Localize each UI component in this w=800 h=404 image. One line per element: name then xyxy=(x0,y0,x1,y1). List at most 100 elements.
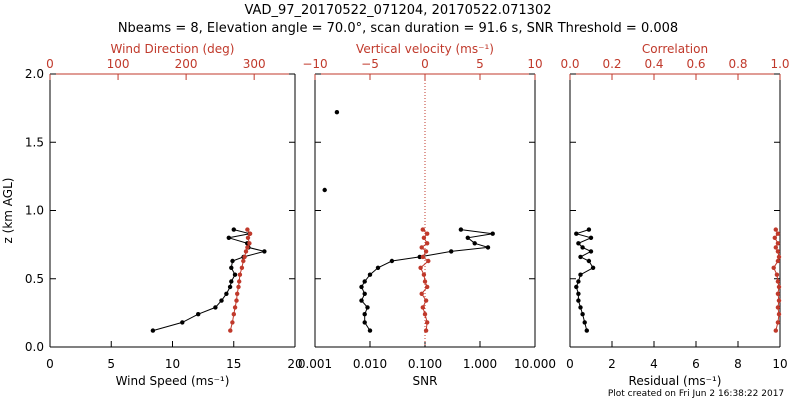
data-point xyxy=(773,227,778,232)
y-tick-label: 1.5 xyxy=(25,135,44,149)
data-point xyxy=(389,258,395,264)
figure-subtitle: Nbeams = 8, Elevation angle = 70.0°, sca… xyxy=(118,21,678,36)
x-tick-label: 10.000 xyxy=(514,357,556,371)
data-point xyxy=(418,265,423,270)
data-point xyxy=(226,235,231,240)
data-point xyxy=(150,328,156,333)
data-point xyxy=(776,312,782,317)
figure-title: VAD_97_20170522_071204, 20170522.071302 xyxy=(245,3,552,18)
x-tick-label: 0 xyxy=(566,357,574,371)
panel-2: 0.001 0.010 0.100 1.000 10.000 SNR −10 −5 0 5 10 Ve… xyxy=(298,42,556,388)
data-point xyxy=(231,312,236,317)
data-point xyxy=(425,284,430,290)
data-point xyxy=(423,328,429,333)
top-tick-label: 300 xyxy=(243,57,266,71)
data-point xyxy=(574,231,579,236)
top-tick-label: 1.0 xyxy=(770,57,789,71)
data-point xyxy=(576,241,581,246)
top-axis-label: Wind Direction (deg) xyxy=(111,42,235,56)
data-point xyxy=(425,241,430,246)
data-point xyxy=(227,284,233,290)
data-point xyxy=(776,254,782,260)
data-point xyxy=(425,320,430,325)
data-point xyxy=(375,265,381,270)
data-point xyxy=(774,272,780,277)
top-tick-label: 0.2 xyxy=(602,57,621,71)
data-point xyxy=(231,227,236,232)
data-point xyxy=(586,227,592,232)
data-point xyxy=(425,231,430,236)
x-axis-label: Wind Speed (ms⁻¹) xyxy=(116,374,230,388)
data-point xyxy=(362,291,367,296)
data-point xyxy=(245,235,251,240)
data-point xyxy=(241,258,246,264)
data-point xyxy=(247,231,253,236)
top-tick-label: 200 xyxy=(175,57,198,71)
y-axis-label: z (km AGL) xyxy=(1,178,15,244)
data-point xyxy=(230,258,235,264)
data-point xyxy=(426,258,431,264)
x-tick-label: 0.100 xyxy=(408,357,442,371)
data-point xyxy=(586,258,592,264)
data-point xyxy=(420,227,425,232)
x-tick-label: 0.001 xyxy=(298,357,332,371)
data-point xyxy=(367,328,373,333)
data-point xyxy=(580,245,585,250)
data-point xyxy=(449,249,454,254)
top-tick-label: 0.0 xyxy=(560,57,579,71)
top-tick-label: 0.6 xyxy=(686,57,705,71)
data-point xyxy=(229,265,234,270)
data-point xyxy=(242,254,247,260)
data-point xyxy=(422,312,428,317)
data-point xyxy=(421,272,427,277)
data-point xyxy=(419,291,424,296)
panel-1: 0.0 0.5 1.0 1.5 2.0 z (km AGL) 0 5 10 15 20 Wind Sp… xyxy=(1,42,303,388)
top-tick-label: −5 xyxy=(361,57,379,71)
data-point xyxy=(235,291,240,296)
data-point xyxy=(196,312,201,317)
data-point xyxy=(245,227,250,232)
data-point xyxy=(362,312,367,317)
x-tick-label: 15 xyxy=(226,357,241,371)
data-point xyxy=(362,279,367,284)
data-point xyxy=(465,235,470,240)
x-tick-label: 8 xyxy=(734,357,742,371)
y-tick-label: 1.0 xyxy=(25,204,44,218)
data-point xyxy=(421,235,427,240)
data-point xyxy=(219,298,224,303)
x-tick-label: 2 xyxy=(608,357,616,371)
data-point xyxy=(574,284,579,290)
data-point xyxy=(485,245,491,250)
data-point xyxy=(578,272,583,277)
data-point xyxy=(213,305,218,310)
data-point xyxy=(773,328,778,333)
top-tick-label: 5 xyxy=(476,57,484,71)
data-point xyxy=(588,249,594,254)
series-line xyxy=(152,229,265,332)
data-point xyxy=(580,312,585,317)
top-tick-label: 10 xyxy=(527,57,542,71)
data-point xyxy=(419,245,424,250)
data-point xyxy=(243,249,249,254)
data-point xyxy=(420,254,425,260)
data-point xyxy=(422,279,428,284)
data-point xyxy=(420,305,425,310)
data-point xyxy=(775,258,781,264)
data-point xyxy=(775,320,781,325)
data-point xyxy=(245,245,250,250)
data-point xyxy=(229,279,234,284)
data-point xyxy=(334,110,340,115)
data-point xyxy=(576,298,581,303)
data-point xyxy=(775,291,781,296)
x-tick-label: 0.010 xyxy=(353,357,387,371)
x-tick-label: 10 xyxy=(165,357,180,371)
data-point xyxy=(362,320,367,325)
data-point xyxy=(584,328,589,333)
top-tick-label: 0.4 xyxy=(644,57,663,71)
data-point xyxy=(776,298,782,303)
data-point xyxy=(262,249,267,254)
data-point xyxy=(423,249,429,254)
data-point xyxy=(228,328,233,333)
